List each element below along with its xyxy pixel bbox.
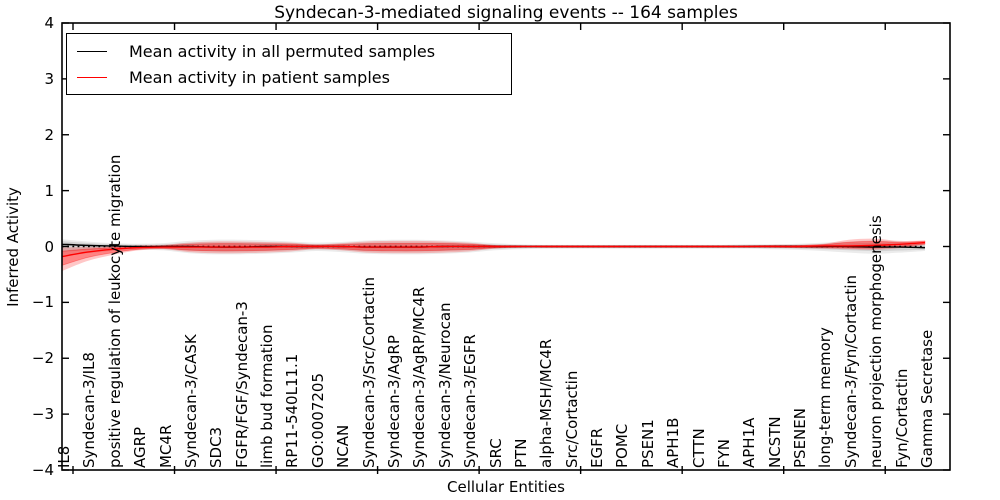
x-category-label: Syndecan-3/Fyn/Cortactin	[841, 275, 860, 468]
x-category-label: PSENEN	[791, 408, 810, 468]
chart-title: Syndecan-3-mediated signaling events -- …	[274, 3, 738, 23]
x-category-label: EGFR	[588, 427, 607, 468]
x-category-label: alpha-MSH/MC4R	[537, 338, 556, 468]
x-category-label: limb bud formation	[258, 324, 277, 468]
x-category-label: AGRP	[131, 426, 150, 468]
legend-label-patient: Mean activity in patient samples	[129, 67, 390, 87]
x-category-label: Syndecan-3/EGFR	[461, 334, 480, 468]
x-category-label: positive regulation of leukocyte migrati…	[105, 154, 124, 468]
x-category-label: Syndecan-3/CASK	[181, 334, 200, 468]
y-tick-label: −3	[31, 405, 54, 424]
y-tick-label: 3	[44, 69, 54, 88]
y-tick-label: −4	[31, 461, 54, 479]
permuted-line-swatch	[77, 50, 107, 52]
x-category-label: NCSTN	[765, 416, 784, 468]
legend: Mean activity in all permuted samples Me…	[66, 33, 512, 95]
x-category-label: Syndecan-3/IL8	[80, 352, 99, 468]
legend-label-permuted: Mean activity in all permuted samples	[129, 41, 436, 61]
x-category-label: GO:0007205	[308, 372, 327, 468]
y-tick-label: 1	[44, 181, 54, 200]
x-category-label: PSEN1	[638, 419, 657, 468]
x-category-label: FGFR/FGF/Syndecan-3	[232, 301, 251, 468]
x-category-label: PTN	[511, 438, 530, 468]
x-category-label: neuron projection morphogenesis	[867, 215, 886, 468]
y-tick-label: 2	[44, 125, 54, 144]
y-tick-label: 4	[44, 14, 54, 32]
x-category-label: Fyn/Cortactin	[892, 368, 911, 468]
x-category-label: APH1B	[664, 417, 683, 468]
legend-item-patient: Mean activity in patient samples	[67, 68, 511, 87]
patient-mean-line	[61, 241, 926, 258]
x-category-label: APH1A	[740, 417, 759, 468]
legend-item-permuted: Mean activity in all permuted samples	[67, 42, 511, 61]
y-tick-label: 0	[44, 237, 54, 256]
y-tick-label: −1	[31, 293, 54, 312]
x-category-label: Gamma Secretase	[918, 329, 936, 468]
x-category-label: SDC3	[207, 426, 226, 468]
x-category-label: Syndecan-3/AgRP	[384, 335, 403, 468]
x-category-label: NCAN	[334, 424, 353, 468]
x-category-label: long-term memory	[816, 327, 835, 468]
x-category-label: CTTN	[689, 428, 708, 468]
x-category-label: MC4R	[156, 424, 175, 468]
x-category-label: Syndecan-3/Neurocan	[435, 302, 454, 468]
x-axis-label: Cellular Entities	[447, 478, 565, 496]
x-category-label: SRC	[486, 438, 505, 468]
y-tick-label: −2	[31, 349, 54, 368]
x-category-label: IL8	[55, 445, 73, 468]
x-category-label: POMC	[613, 423, 632, 468]
x-category-label: FYN	[714, 438, 733, 468]
x-category-label: RP11-540L11.1	[283, 353, 302, 468]
x-category-label: Syndecan-3/Src/Cortactin	[359, 277, 378, 468]
patient-line-swatch	[77, 76, 107, 78]
x-category-label: Src/Cortactin	[562, 370, 581, 468]
permuted-band-outer	[62, 239, 925, 257]
x-category-label: Syndecan-3/AgRP/MC4R	[410, 286, 429, 468]
